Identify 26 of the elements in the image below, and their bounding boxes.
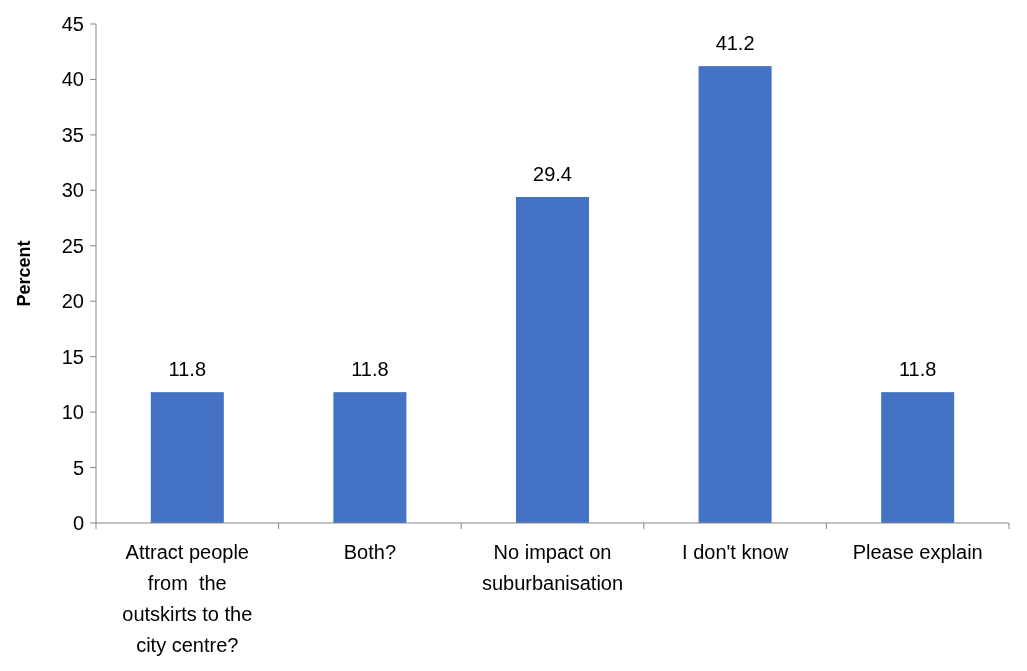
x-tick-label: No impact on suburbanisation <box>481 541 624 594</box>
y-tick-label: 10 <box>61 401 84 424</box>
y-tick-label: 45 <box>61 13 84 35</box>
bar <box>515 196 590 523</box>
data-label: 29.4 <box>533 162 572 185</box>
data-label: 11.8 <box>168 358 207 381</box>
y-tick-label: 5 <box>72 456 84 479</box>
x-tick-label: Please explain <box>852 541 983 563</box>
x-tick-label: I don't know <box>682 541 789 563</box>
y-axis-title: Percent <box>14 240 34 307</box>
y-tick-label: 15 <box>61 345 84 368</box>
y-tick-label: 0 <box>72 512 84 534</box>
x-tick-label: Both? <box>343 541 397 563</box>
data-label: 11.8 <box>351 358 389 381</box>
data-label: 41.2 <box>715 32 755 55</box>
data-label: 11.8 <box>898 358 937 381</box>
x-tick-label: Attract people from the outskirts to the city centre? <box>122 541 253 656</box>
y-tick-label: 35 <box>61 123 84 146</box>
y-tick-label: 20 <box>61 290 84 313</box>
bar <box>881 392 955 523</box>
y-tick-label: 40 <box>61 68 84 91</box>
y-tick-label: 30 <box>61 179 84 202</box>
bar <box>698 66 772 523</box>
bar <box>150 392 224 523</box>
y-tick-label: 25 <box>61 234 84 257</box>
bar <box>333 392 407 523</box>
